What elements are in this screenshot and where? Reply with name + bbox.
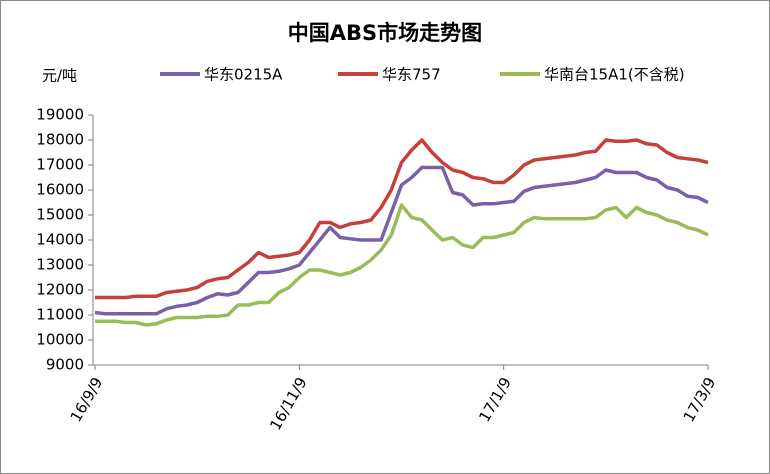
legend-label: 华东757 (382, 66, 441, 84)
y-tick-label: 16000 (36, 181, 84, 199)
y-tick-label: 17000 (36, 156, 84, 174)
y-tick-label: 15000 (36, 206, 84, 224)
chart-title: 中国ABS市场走势图 (288, 21, 482, 45)
y-tick-label: 18000 (36, 131, 84, 149)
data-line (95, 138, 709, 300)
y-tick-label: 11000 (36, 306, 84, 324)
y-tick-label: 10000 (36, 331, 84, 349)
data-line (95, 203, 709, 327)
y-tick-label: 14000 (36, 231, 84, 249)
y-tick-label: 19000 (36, 106, 84, 124)
data-line (94, 165, 709, 316)
y-tick-label: 9000 (46, 356, 84, 374)
y-tick-label: 13000 (36, 256, 84, 274)
legend-label: 华南台15A1(不含税) (544, 66, 685, 84)
y-axis-label: 元/吨 (42, 67, 77, 85)
legend-label: 华东0215A (204, 66, 283, 84)
y-tick-label: 12000 (36, 281, 84, 299)
